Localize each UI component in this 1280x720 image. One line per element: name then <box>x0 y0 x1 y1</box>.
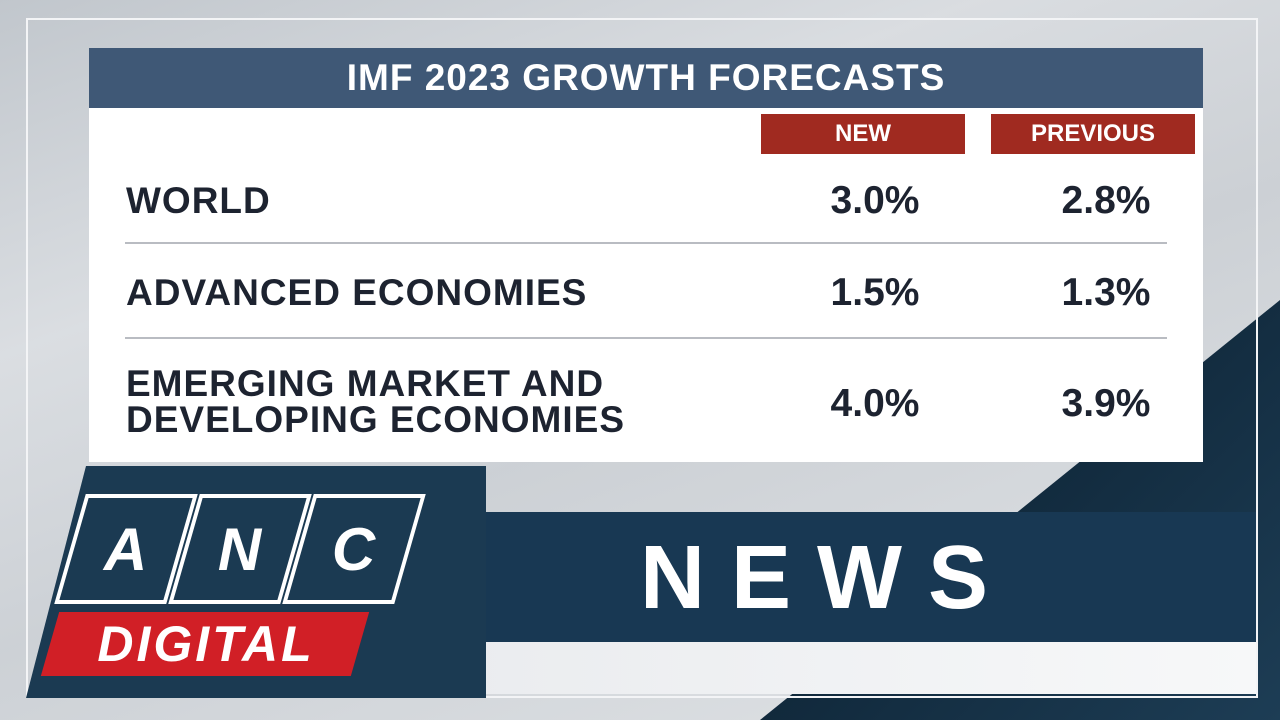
row-world-previous-value: 2.8% <box>1061 179 1151 222</box>
row-label-advanced-economies: ADVANCED ECONOMIES <box>126 272 588 313</box>
column-header-new: NEW <box>761 114 965 154</box>
logo-subtitle-digital: DIGITAL <box>97 616 315 672</box>
forecast-card: IMF 2023 GROWTH FORECASTS NEW PREVIOUS W… <box>89 48 1203 462</box>
row-emerging-new-value: 4.0% <box>830 382 920 425</box>
screen-frame <box>26 18 1258 698</box>
news-band <box>440 512 1256 642</box>
band-shadow <box>380 642 1256 694</box>
row-divider <box>125 337 1167 339</box>
row-advanced-previous-value: 1.3% <box>1061 271 1151 314</box>
row-emerging-previous-value: 3.9% <box>1061 382 1151 425</box>
row-world-new-value: 3.0% <box>830 179 920 222</box>
news-label: NEWS <box>640 528 1014 628</box>
row-advanced-new-value: 1.5% <box>830 271 920 314</box>
row-divider <box>125 242 1167 244</box>
card-title: IMF 2023 GROWTH FORECASTS <box>89 48 1203 108</box>
row-label-emerging-economies: EMERGING MARKET AND DEVELOPING ECONOMIES <box>126 363 626 440</box>
row-label-world: WORLD <box>126 180 271 221</box>
column-header-previous: PREVIOUS <box>991 114 1195 154</box>
